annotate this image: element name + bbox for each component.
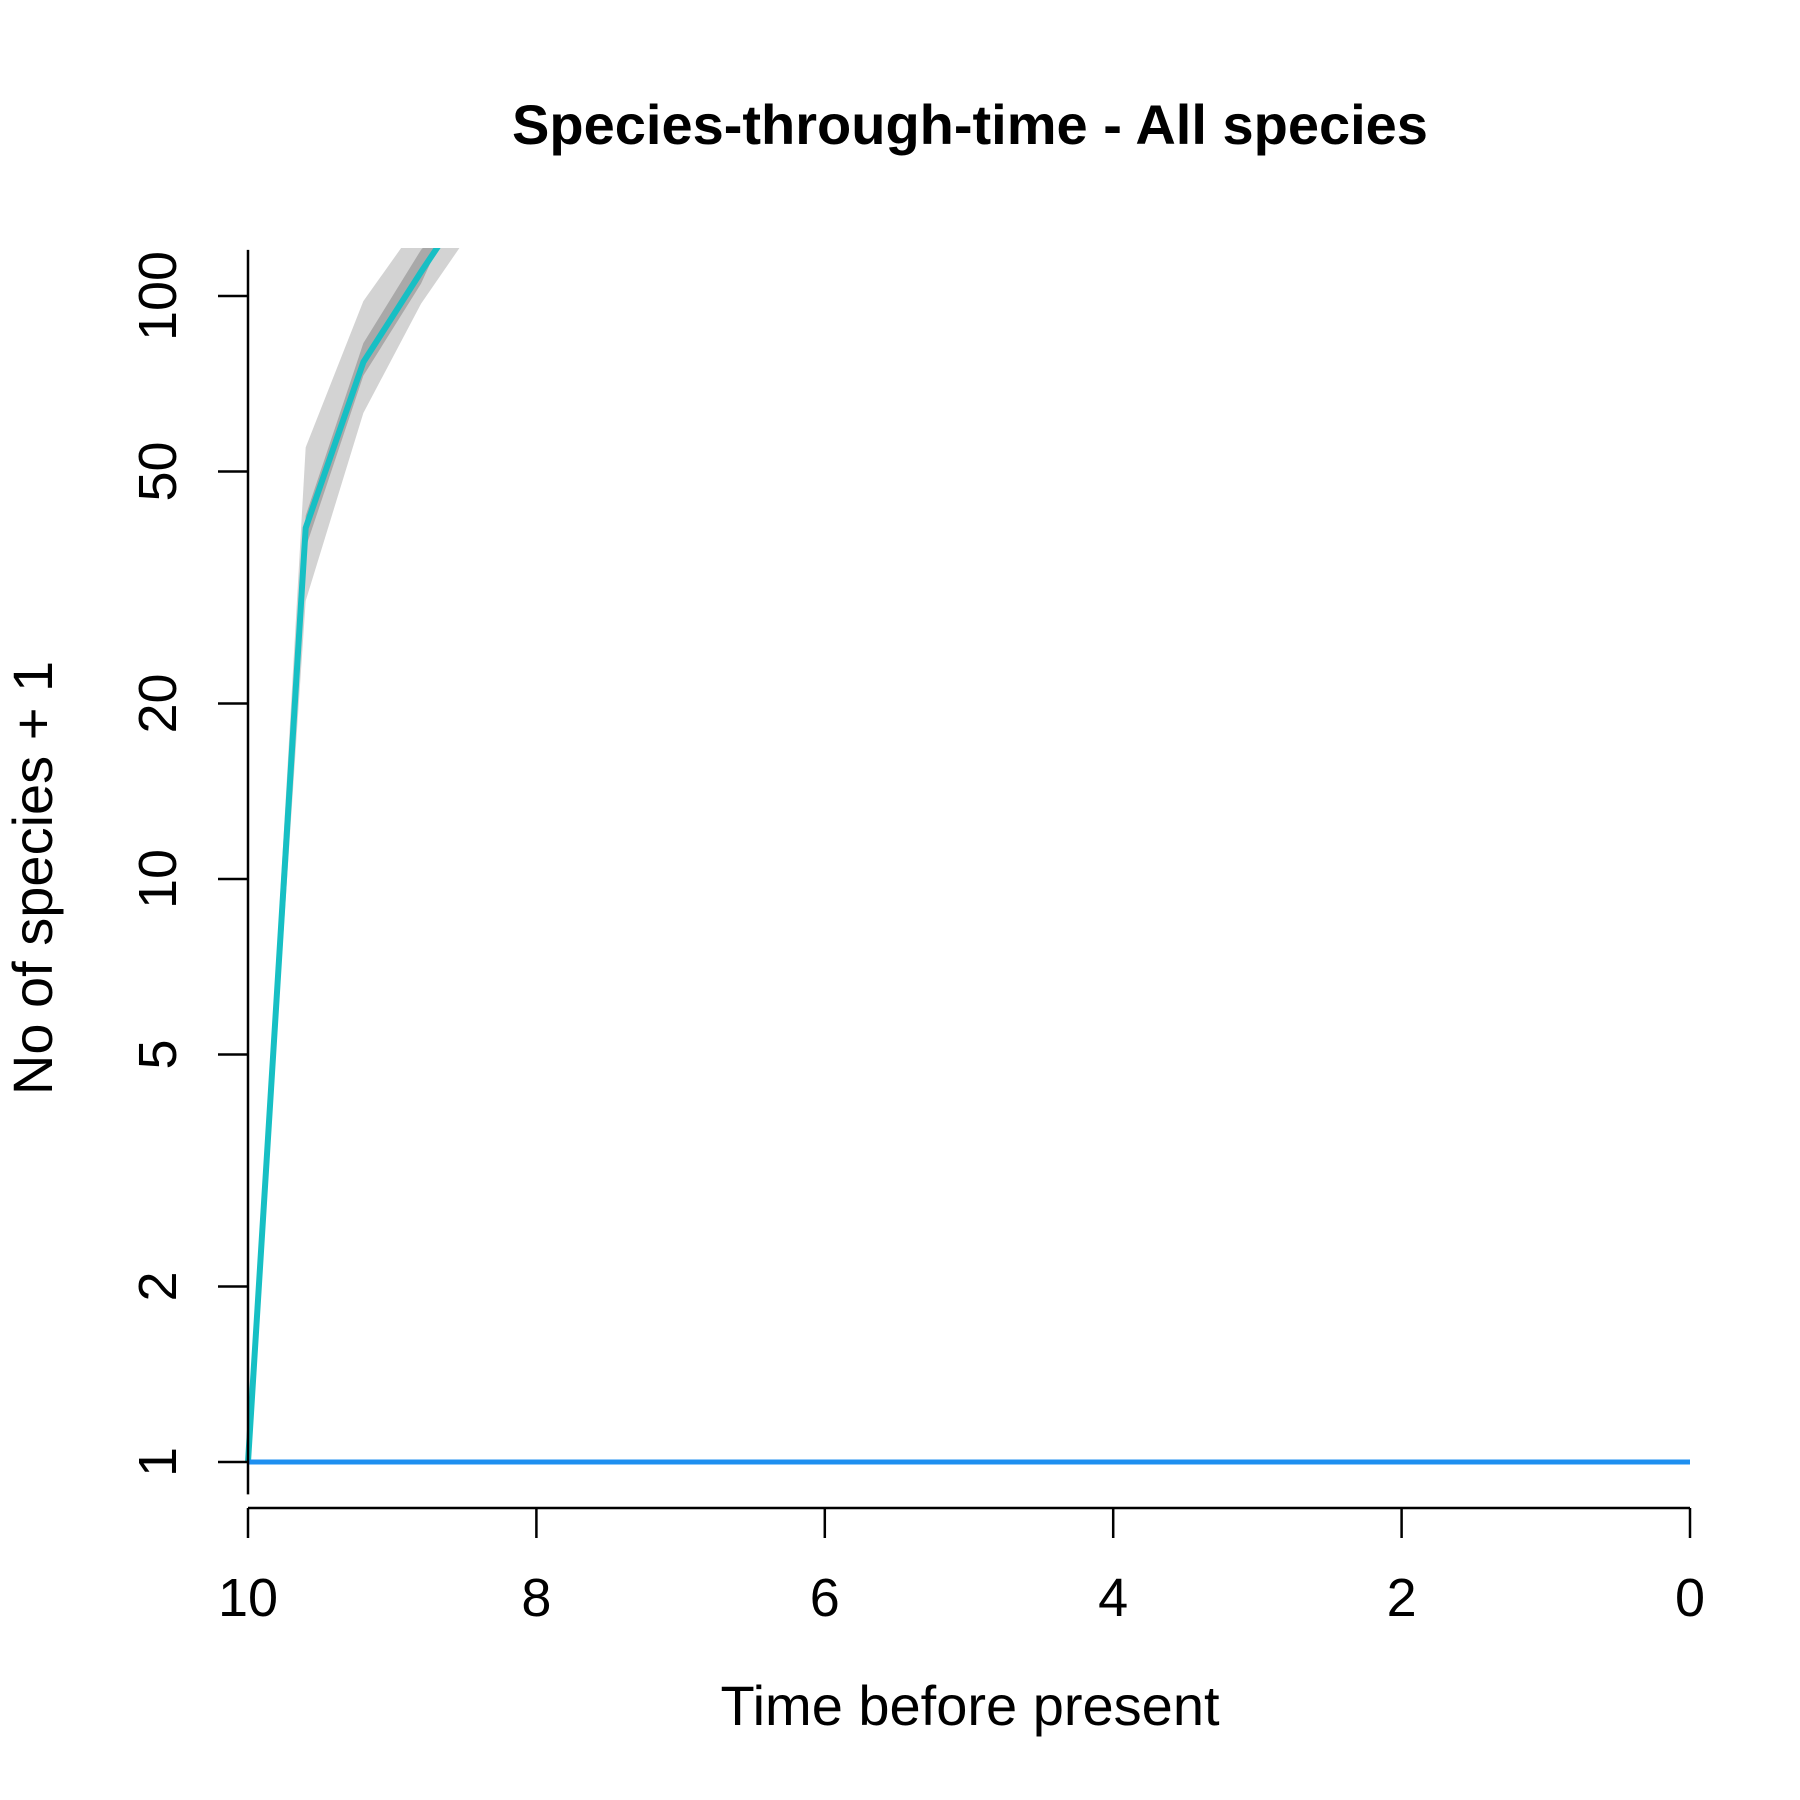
- y-tick-label: 10: [128, 849, 188, 909]
- x-tick-label: 2: [1387, 1568, 1417, 1628]
- y-axis-label: No of species + 1: [1, 661, 64, 1095]
- y-tick-label: 2: [128, 1271, 188, 1301]
- y-tick-label: 100: [128, 251, 188, 341]
- y-tick-label: 1: [128, 1447, 188, 1477]
- y-tick-label: 50: [128, 441, 188, 501]
- x-axis-label: Time before present: [720, 1674, 1219, 1737]
- x-tick-label: 8: [521, 1568, 551, 1628]
- y-tick-label: 5: [128, 1039, 188, 1069]
- x-tick-label: 10: [218, 1568, 278, 1628]
- outer-band: [248, 248, 460, 1462]
- y-tick-label: 20: [128, 673, 188, 733]
- series-lines: [245, 248, 1690, 1465]
- chart-title: Species-through-time - All species: [512, 93, 1428, 156]
- median-line: [245, 248, 441, 1463]
- x-tick-label: 4: [1098, 1568, 1128, 1628]
- x-tick-label: 0: [1675, 1568, 1705, 1628]
- confidence-bands: [248, 248, 460, 1462]
- x-tick-label: 6: [810, 1568, 840, 1628]
